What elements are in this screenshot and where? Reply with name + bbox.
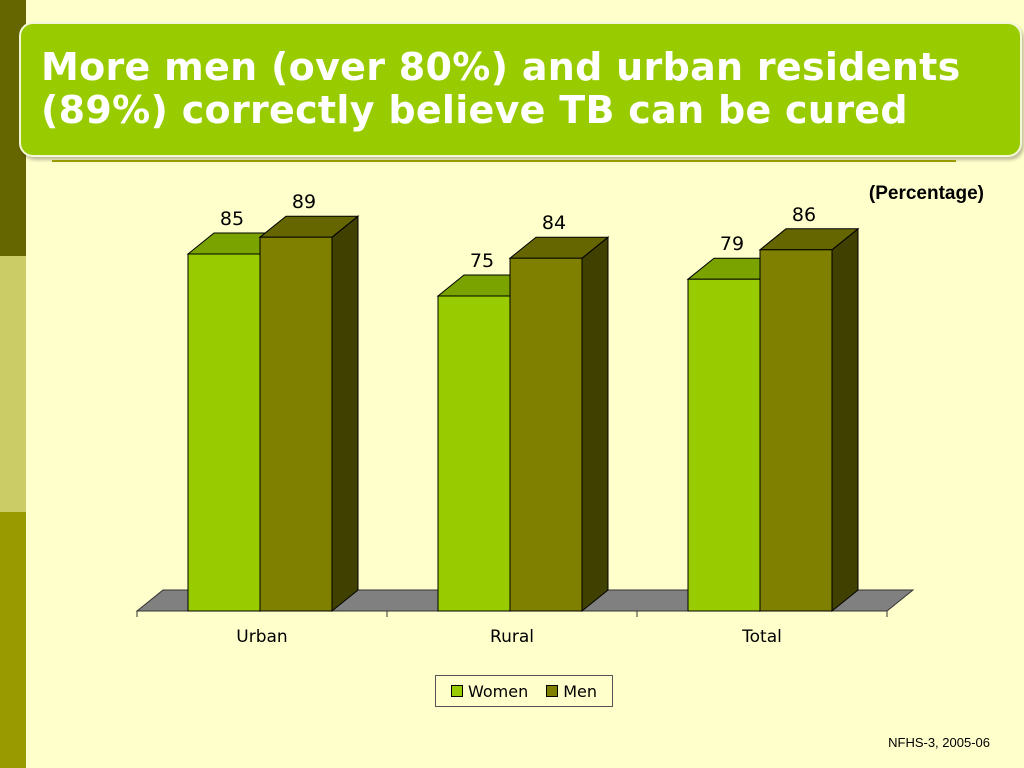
legend-item-men: Men [546, 682, 597, 701]
slide-title: More men (over 80%) and urban residents … [41, 45, 961, 132]
x-tick-label-urban: Urban [236, 627, 287, 647]
side-band-middle [0, 256, 26, 512]
x-tick-label-rural: Rural [490, 627, 534, 647]
legend-label-men: Men [563, 681, 598, 701]
title-banner: More men (over 80%) and urban residents … [19, 22, 1022, 157]
chart-legend: Women Men [435, 675, 613, 707]
side-band-bottom [0, 512, 26, 768]
data-label-men-urban: 89 [292, 191, 316, 213]
bar-women-rural [437, 295, 511, 612]
bar-men-rural [509, 257, 583, 612]
bar-side-men-urban [331, 215, 359, 613]
bar-side-men-rural [581, 236, 609, 613]
unit-label: (Percentage) [868, 183, 984, 204]
bar-side-men-total [831, 227, 859, 613]
legend-label-women: Women [467, 681, 529, 701]
legend-swatch-men [546, 685, 559, 697]
data-label-women-rural: 75 [470, 250, 494, 272]
bar-men-urban [259, 236, 333, 612]
title-divider [52, 160, 956, 162]
data-label-men-total: 86 [792, 204, 816, 226]
data-label-women-total: 79 [720, 233, 744, 255]
x-tick-label-total: Total [741, 627, 782, 647]
legend-item-women: Women [450, 681, 529, 701]
source-note: NFHS-3, 2005-06 [888, 735, 990, 750]
bar-women-total [687, 278, 761, 612]
data-label-men-rural: 84 [542, 212, 566, 234]
bar-men-total [759, 249, 833, 612]
legend-swatch-women [450, 685, 463, 697]
bar-women-urban [187, 253, 261, 612]
data-label-women-urban: 85 [220, 208, 244, 230]
